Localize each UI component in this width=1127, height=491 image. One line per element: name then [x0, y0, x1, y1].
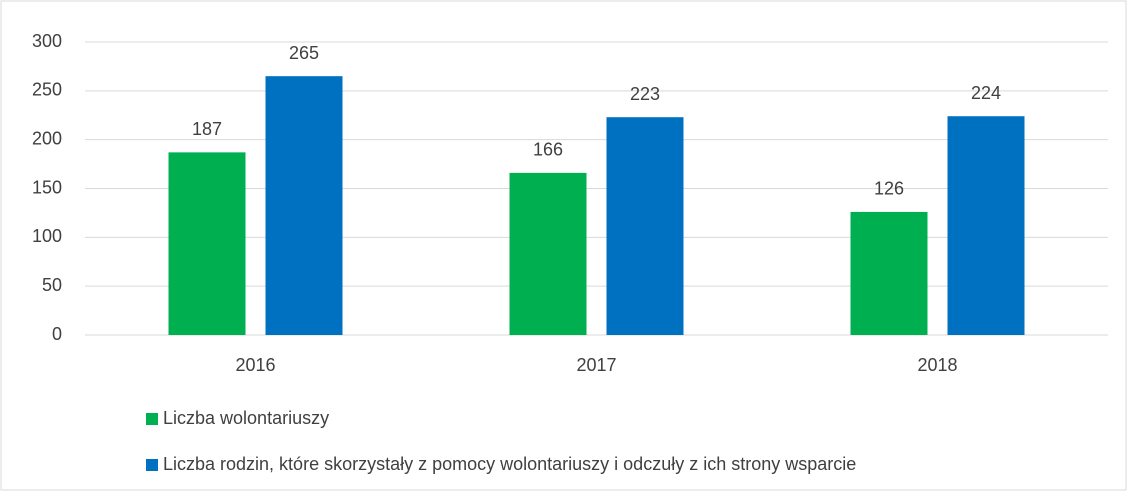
bar — [509, 172, 587, 335]
bar — [850, 211, 928, 335]
legend-label: Liczba rodzin, które skorzystały z pomoc… — [163, 454, 856, 474]
legend-swatch — [146, 459, 158, 471]
legend-swatch — [146, 413, 158, 425]
bar — [606, 117, 684, 335]
y-tick-label: 0 — [52, 324, 62, 344]
data-label: 224 — [971, 83, 1001, 103]
data-label: 223 — [630, 84, 660, 104]
legend-label: Liczba wolontariuszy — [163, 408, 329, 428]
bar — [265, 76, 343, 335]
y-tick-label: 300 — [32, 31, 62, 51]
x-tick-label: 2016 — [235, 355, 275, 375]
data-label: 126 — [874, 179, 904, 199]
x-tick-label: 2018 — [917, 355, 957, 375]
data-label: 265 — [289, 43, 319, 63]
bar — [168, 152, 246, 335]
data-label: 166 — [533, 140, 563, 160]
y-tick-label: 50 — [42, 275, 62, 295]
y-tick-label: 200 — [32, 128, 62, 148]
x-tick-label: 2017 — [576, 355, 616, 375]
y-tick-label: 250 — [32, 80, 62, 100]
y-tick-label: 150 — [32, 177, 62, 197]
data-label: 187 — [192, 119, 222, 139]
bar — [947, 116, 1025, 335]
y-tick-label: 100 — [32, 226, 62, 246]
